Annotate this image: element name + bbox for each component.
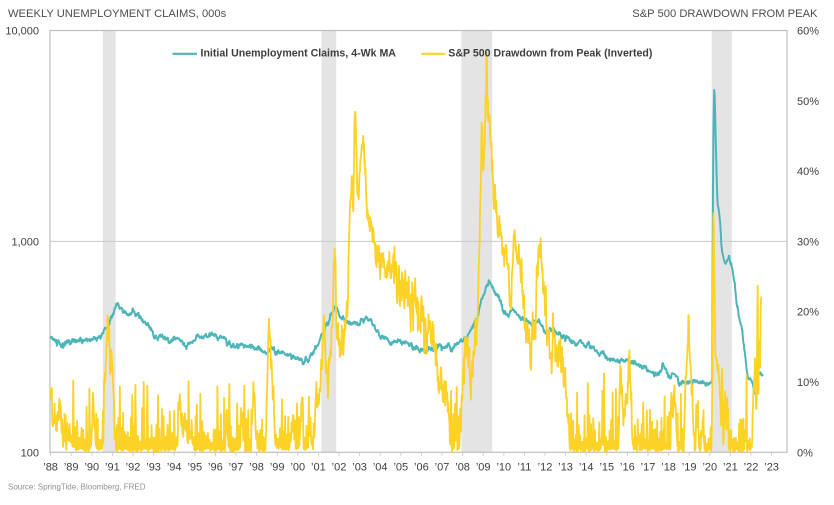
svg-text:’17: ’17 <box>641 462 656 474</box>
svg-text:’94: ’94 <box>167 462 182 474</box>
svg-text:10%: 10% <box>797 377 819 389</box>
svg-text:10,000: 10,000 <box>5 26 39 38</box>
svg-text:’16: ’16 <box>620 462 635 474</box>
svg-text:’14: ’14 <box>579 462 594 474</box>
svg-text:0%: 0% <box>797 447 813 459</box>
svg-text:’01: ’01 <box>311 462 326 474</box>
svg-text:’95: ’95 <box>187 462 202 474</box>
svg-text:50%: 50% <box>797 96 819 108</box>
svg-text:’12: ’12 <box>538 462 553 474</box>
svg-text:’99: ’99 <box>270 462 285 474</box>
svg-text:60%: 60% <box>797 26 819 38</box>
svg-text:’22: ’22 <box>744 462 759 474</box>
svg-text:’05: ’05 <box>393 462 408 474</box>
svg-text:’15: ’15 <box>599 462 614 474</box>
svg-text:S&P 500 DRAWDOWN FROM PEAK: S&P 500 DRAWDOWN FROM PEAK <box>632 8 818 20</box>
svg-text:’21: ’21 <box>723 462 738 474</box>
svg-text:WEEKLY UNEMPLOYMENT CLAIMS, 00: WEEKLY UNEMPLOYMENT CLAIMS, 000s <box>8 8 227 20</box>
svg-text:’13: ’13 <box>558 462 573 474</box>
svg-text:’03: ’03 <box>352 462 367 474</box>
svg-text:’90: ’90 <box>84 462 99 474</box>
svg-text:Source: SpringTide, Bloomberg,: Source: SpringTide, Bloomberg, FRED <box>8 483 146 492</box>
svg-text:’02: ’02 <box>332 462 347 474</box>
svg-text:’91: ’91 <box>105 462 120 474</box>
svg-text:’04: ’04 <box>373 462 388 474</box>
svg-text:’10: ’10 <box>496 462 511 474</box>
svg-text:’23: ’23 <box>764 462 779 474</box>
svg-text:Initial Unemployment Claims, 4: Initial Unemployment Claims, 4-Wk MA <box>201 48 397 60</box>
svg-text:’98: ’98 <box>249 462 264 474</box>
svg-text:’18: ’18 <box>661 462 676 474</box>
svg-text:’11: ’11 <box>517 462 531 474</box>
svg-text:’00: ’00 <box>290 462 305 474</box>
svg-text:30%: 30% <box>797 236 819 248</box>
svg-text:’93: ’93 <box>146 462 161 474</box>
svg-text:’97: ’97 <box>229 462 244 474</box>
svg-text:’09: ’09 <box>476 462 491 474</box>
svg-text:’08: ’08 <box>455 462 470 474</box>
svg-text:’92: ’92 <box>126 462 141 474</box>
svg-text:’88: ’88 <box>43 462 58 474</box>
svg-text:100: 100 <box>21 447 39 459</box>
svg-text:20%: 20% <box>797 307 819 319</box>
svg-text:’19: ’19 <box>682 462 697 474</box>
svg-text:’96: ’96 <box>208 462 223 474</box>
svg-text:1,000: 1,000 <box>11 236 39 248</box>
svg-text:’06: ’06 <box>414 462 429 474</box>
svg-text:’89: ’89 <box>64 462 79 474</box>
svg-text:40%: 40% <box>797 166 819 178</box>
svg-text:’07: ’07 <box>435 462 450 474</box>
svg-text:’20: ’20 <box>702 462 717 474</box>
svg-text:S&P 500 Drawdown from Peak (In: S&P 500 Drawdown from Peak (Inverted) <box>448 48 652 60</box>
